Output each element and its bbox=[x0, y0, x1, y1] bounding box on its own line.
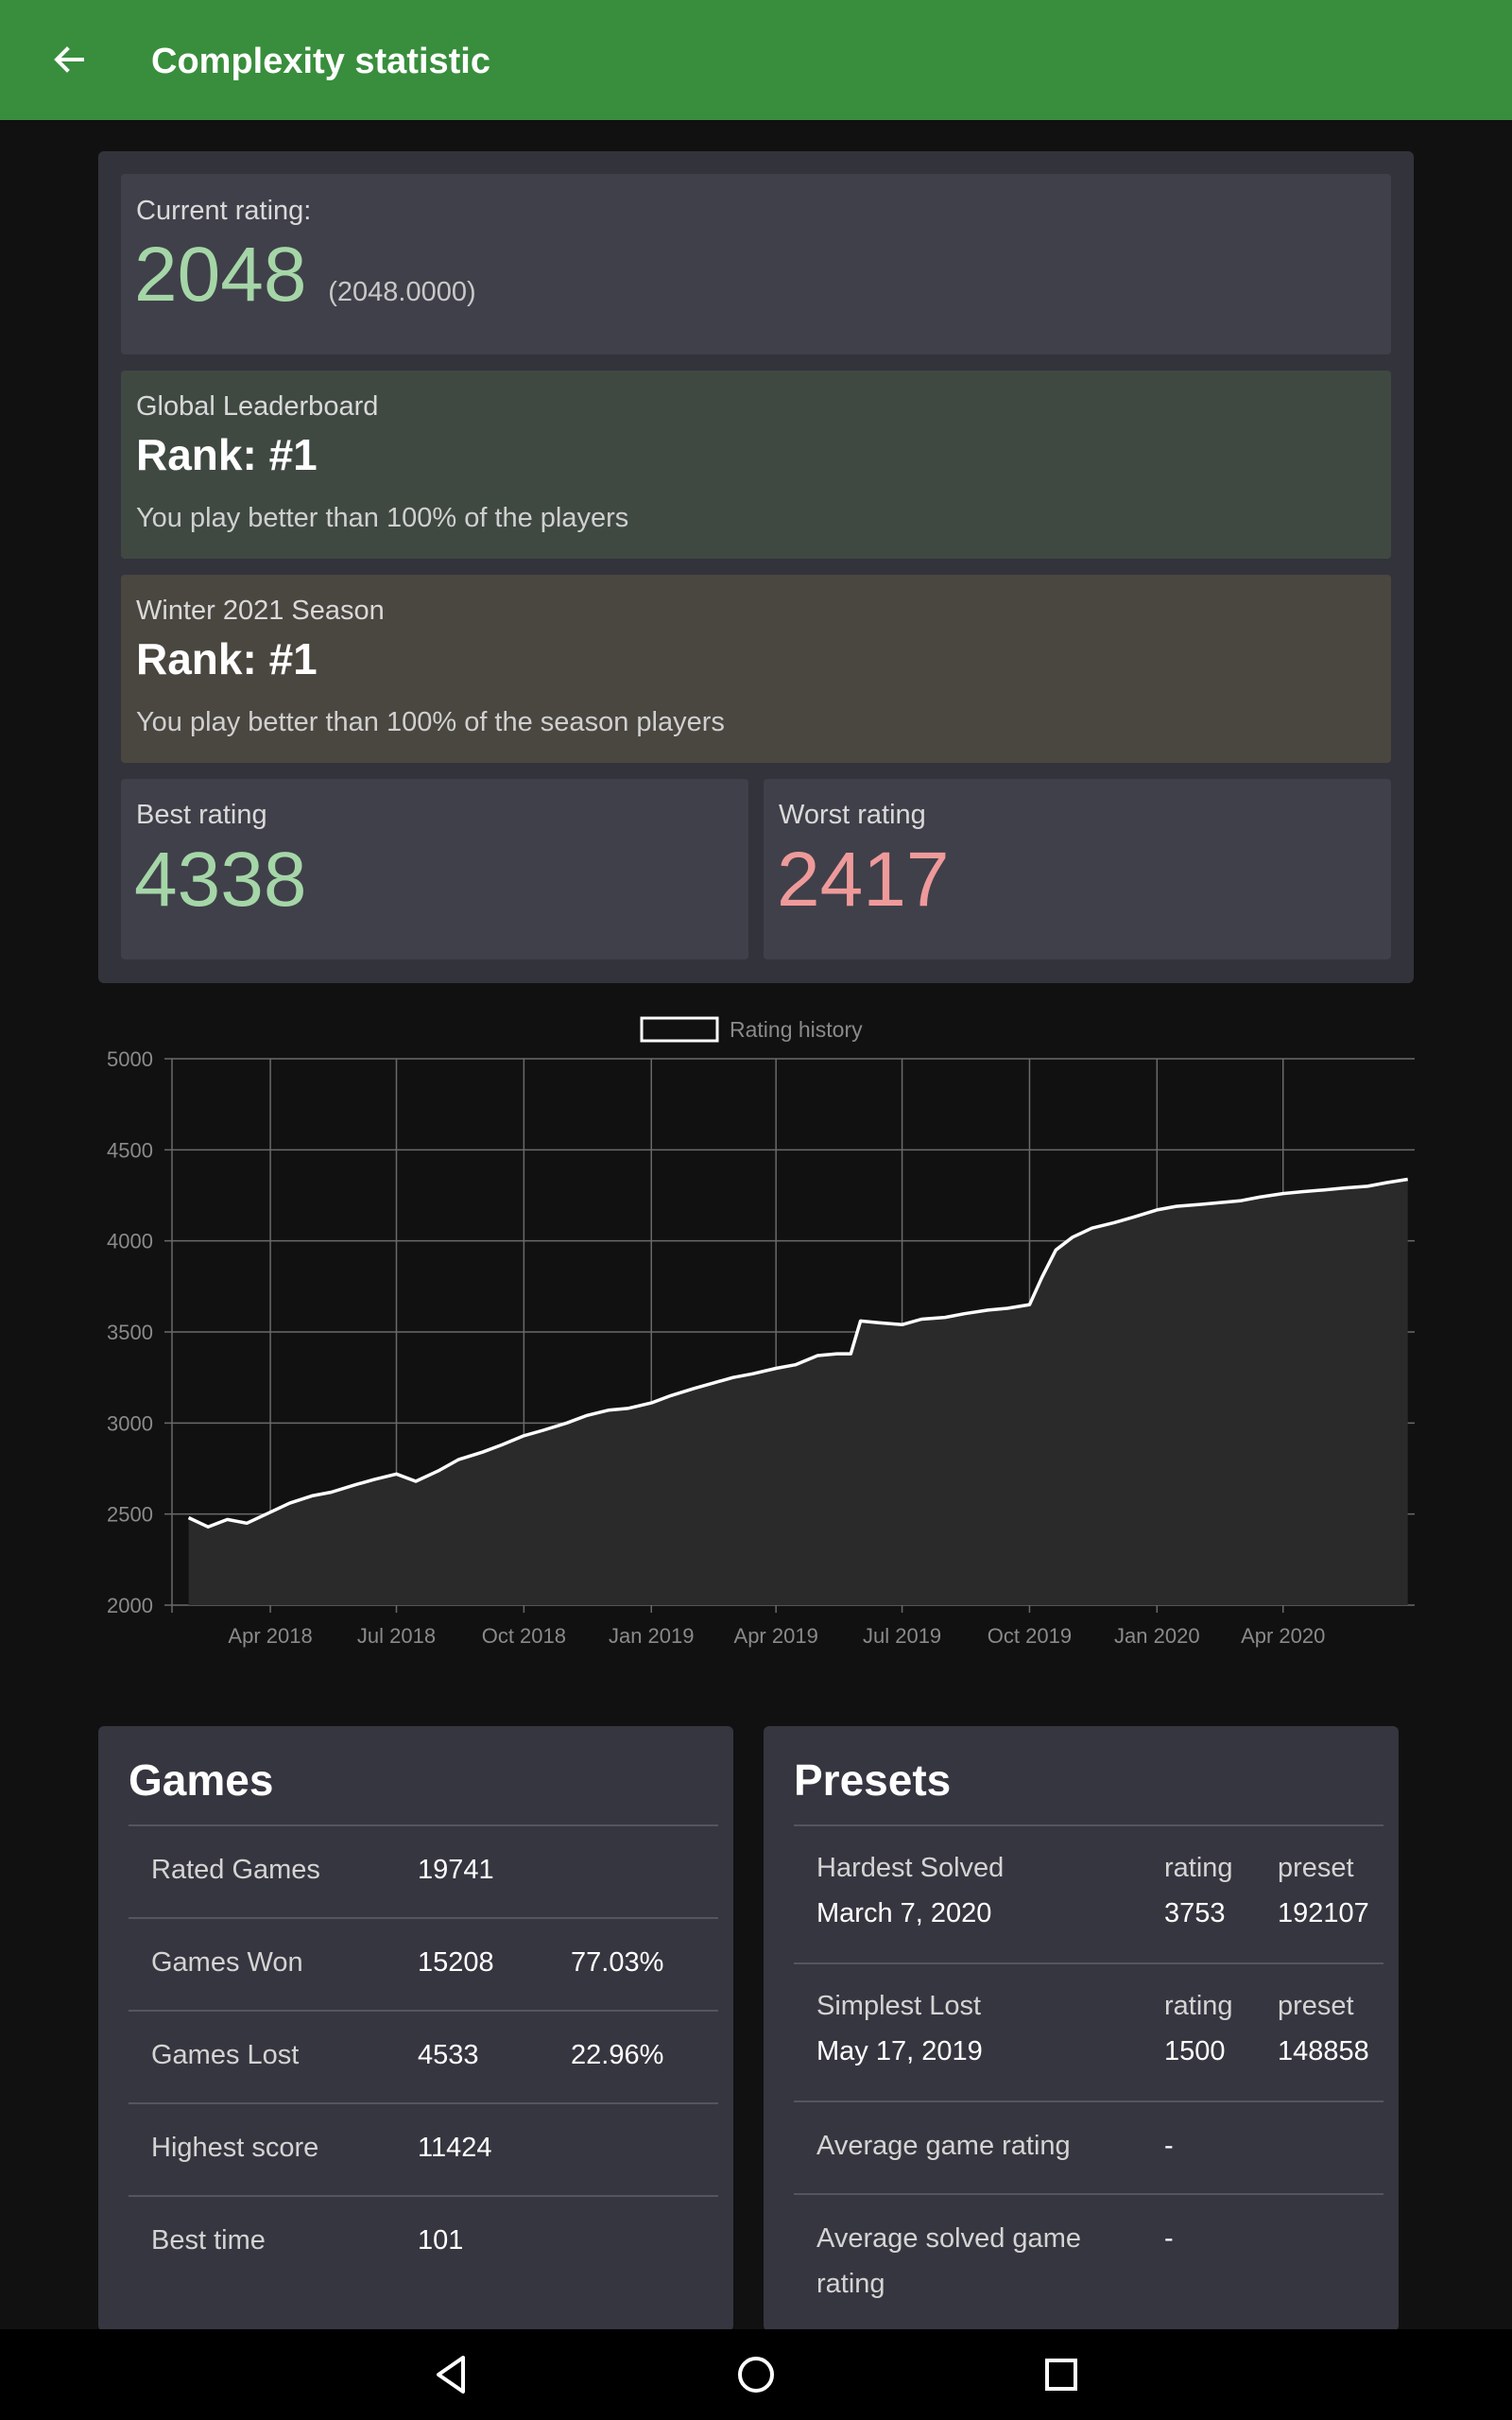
x-tick-label: Jul 2018 bbox=[357, 1624, 436, 1648]
worst-rating-card: Worst rating 2417 bbox=[764, 779, 1391, 959]
preset-rating-label: rating bbox=[1164, 1853, 1233, 1883]
x-tick-label: Jul 2019 bbox=[863, 1624, 941, 1648]
best-rating-value: 4338 bbox=[134, 837, 307, 923]
global-rank: Rank: #1 bbox=[136, 430, 318, 479]
y-tick-label: 5000 bbox=[107, 1047, 153, 1071]
legend-swatch bbox=[640, 1016, 719, 1043]
y-tick-label: 2500 bbox=[107, 1503, 153, 1527]
preset-id-label: preset bbox=[1278, 1991, 1354, 2021]
games-title: Games bbox=[129, 1755, 274, 1805]
games-row-label: Best time bbox=[151, 2225, 266, 2256]
preset-row-label: Hardest Solved bbox=[816, 1853, 1005, 1883]
y-tick-label: 3000 bbox=[107, 1411, 153, 1435]
x-tick-label: Oct 2019 bbox=[988, 1624, 1072, 1648]
preset-id-value: 192107 bbox=[1278, 1898, 1369, 1928]
current-rating-label: Current rating: bbox=[136, 196, 312, 226]
rating-history-line bbox=[187, 1177, 1408, 1529]
rating-history-area bbox=[188, 1179, 1408, 1605]
season-rank: Rank: #1 bbox=[136, 634, 318, 683]
rating-history-svg: 2000 2500 3000 3500 4000 4500 5000 Apr 2018 Jul… bbox=[107, 1016, 1415, 1648]
rating-panel: Current rating: 2048 (2048.0000) Global … bbox=[98, 151, 1414, 983]
preset-row-date: May 17, 2019 bbox=[816, 2036, 983, 2066]
current-rating-value-group: 2048 (2048.0000) bbox=[134, 231, 476, 320]
preset-row-hardest[interactable]: Hardest Solved March 7, 2020 rating 3753… bbox=[794, 1824, 1383, 1962]
y-tick-label: 4500 bbox=[107, 1138, 153, 1162]
preset-rating-value: 3753 bbox=[1164, 1898, 1226, 1928]
average-solved-label-line2: rating bbox=[816, 2269, 885, 2299]
average-game-rating-value: - bbox=[1164, 2131, 1174, 2161]
season-label: Winter 2021 Season bbox=[136, 596, 385, 626]
x-tick-label: Apr 2018 bbox=[228, 1624, 312, 1648]
preset-row-label: Simplest Lost bbox=[816, 1991, 982, 2021]
presets-title: Presets bbox=[794, 1755, 952, 1805]
average-game-rating-label: Average game rating bbox=[816, 2131, 1071, 2161]
average-game-rating-row: Average game rating - bbox=[794, 2100, 1383, 2193]
x-tick-label: Apr 2020 bbox=[1241, 1624, 1325, 1648]
season-percentile: You play better than 100% of the season … bbox=[136, 707, 725, 737]
global-percentile: You play better than 100% of the players bbox=[136, 503, 629, 533]
worst-rating-label: Worst rating bbox=[779, 800, 926, 830]
global-leaderboard-label: Global Leaderboard bbox=[136, 391, 379, 422]
arrow-back-icon[interactable] bbox=[42, 32, 96, 87]
current-rating-card: Current rating: 2048 (2048.0000) bbox=[121, 174, 1391, 354]
games-row: Best time 101 bbox=[129, 2195, 718, 2288]
games-row-label: Games Lost bbox=[151, 2040, 300, 2070]
games-row-value: 101 bbox=[418, 2225, 464, 2256]
worst-rating-value: 2417 bbox=[777, 837, 950, 923]
average-solved-label-line1: Average solved game bbox=[816, 2223, 1081, 2254]
rating-history-chart: 2000 2500 3000 3500 4000 4500 5000 Apr 2018 Jul… bbox=[0, 1002, 1512, 1664]
games-row: Rated Games 19741 bbox=[129, 1824, 718, 1917]
global-leaderboard-card[interactable]: Global Leaderboard Rank: #1 You play bet… bbox=[121, 371, 1391, 559]
games-row-percent: 77.03% bbox=[571, 1947, 664, 1978]
games-row: Games Lost 4533 22.96% bbox=[129, 2010, 718, 2102]
x-tick-label: Apr 2019 bbox=[734, 1624, 818, 1648]
nav-home-icon[interactable] bbox=[730, 2348, 782, 2401]
games-row-value: 11424 bbox=[418, 2133, 492, 2163]
games-row-value: 19741 bbox=[418, 1855, 494, 1885]
games-row: Games Won 15208 77.03% bbox=[129, 1917, 718, 2010]
games-row-label: Highest score bbox=[151, 2133, 319, 2163]
best-rating-label: Best rating bbox=[136, 800, 267, 830]
x-tick-label: Oct 2018 bbox=[482, 1624, 566, 1648]
games-card: Games Rated Games 19741 Games Won 15208 77.0… bbox=[98, 1726, 733, 2331]
games-row-percent: 22.96% bbox=[571, 2040, 664, 2070]
nav-recents-icon[interactable] bbox=[1035, 2348, 1088, 2401]
games-row: Highest score 11424 bbox=[129, 2102, 718, 2195]
presets-card: Presets Hardest Solved March 7, 2020 rat… bbox=[764, 1726, 1399, 2331]
games-row-label: Games Won bbox=[151, 1947, 303, 1978]
average-solved-rating-row: Average solved game rating - bbox=[794, 2193, 1383, 2331]
preset-rating-label: rating bbox=[1164, 1991, 1233, 2021]
games-row-value: 4533 bbox=[418, 2040, 479, 2070]
app-bar: Complexity statistic bbox=[0, 0, 1512, 120]
preset-id-label: preset bbox=[1278, 1853, 1354, 1883]
average-solved-value: - bbox=[1164, 2223, 1174, 2254]
games-row-value: 15208 bbox=[418, 1947, 494, 1978]
season-leaderboard-card[interactable]: Winter 2021 Season Rank: #1 You play bet… bbox=[121, 575, 1391, 763]
nav-back-icon[interactable] bbox=[425, 2348, 478, 2401]
y-tick-label: 2000 bbox=[107, 1594, 153, 1617]
preset-row-simplest[interactable]: Simplest Lost May 17, 2019 rating 1500 p… bbox=[794, 1962, 1383, 2100]
preset-id-value: 148858 bbox=[1278, 2036, 1369, 2066]
current-rating-precise: (2048.0000) bbox=[328, 277, 476, 307]
y-tick-label: 3500 bbox=[107, 1321, 153, 1344]
preset-rating-value: 1500 bbox=[1164, 2036, 1226, 2066]
system-nav-bar bbox=[0, 2329, 1512, 2420]
y-tick-label: 4000 bbox=[107, 1230, 153, 1253]
preset-row-date: March 7, 2020 bbox=[816, 1898, 992, 1928]
x-tick-label: Jan 2019 bbox=[609, 1624, 695, 1648]
x-tick-label: Jan 2020 bbox=[1114, 1624, 1200, 1648]
current-rating-value: 2048 bbox=[134, 232, 307, 318]
page-title: Complexity statistic bbox=[151, 42, 490, 81]
best-rating-card: Best rating 4338 bbox=[121, 779, 748, 959]
games-row-label: Rated Games bbox=[151, 1855, 320, 1885]
legend-label: Rating history bbox=[730, 1017, 863, 1042]
